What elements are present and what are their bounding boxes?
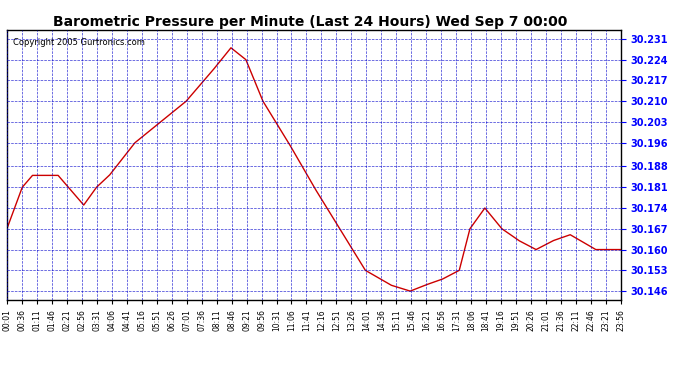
Text: Barometric Pressure per Minute (Last 24 Hours) Wed Sep 7 00:00: Barometric Pressure per Minute (Last 24 …	[53, 15, 568, 29]
Text: Copyright 2005 Gurtronics.com: Copyright 2005 Gurtronics.com	[13, 38, 145, 47]
